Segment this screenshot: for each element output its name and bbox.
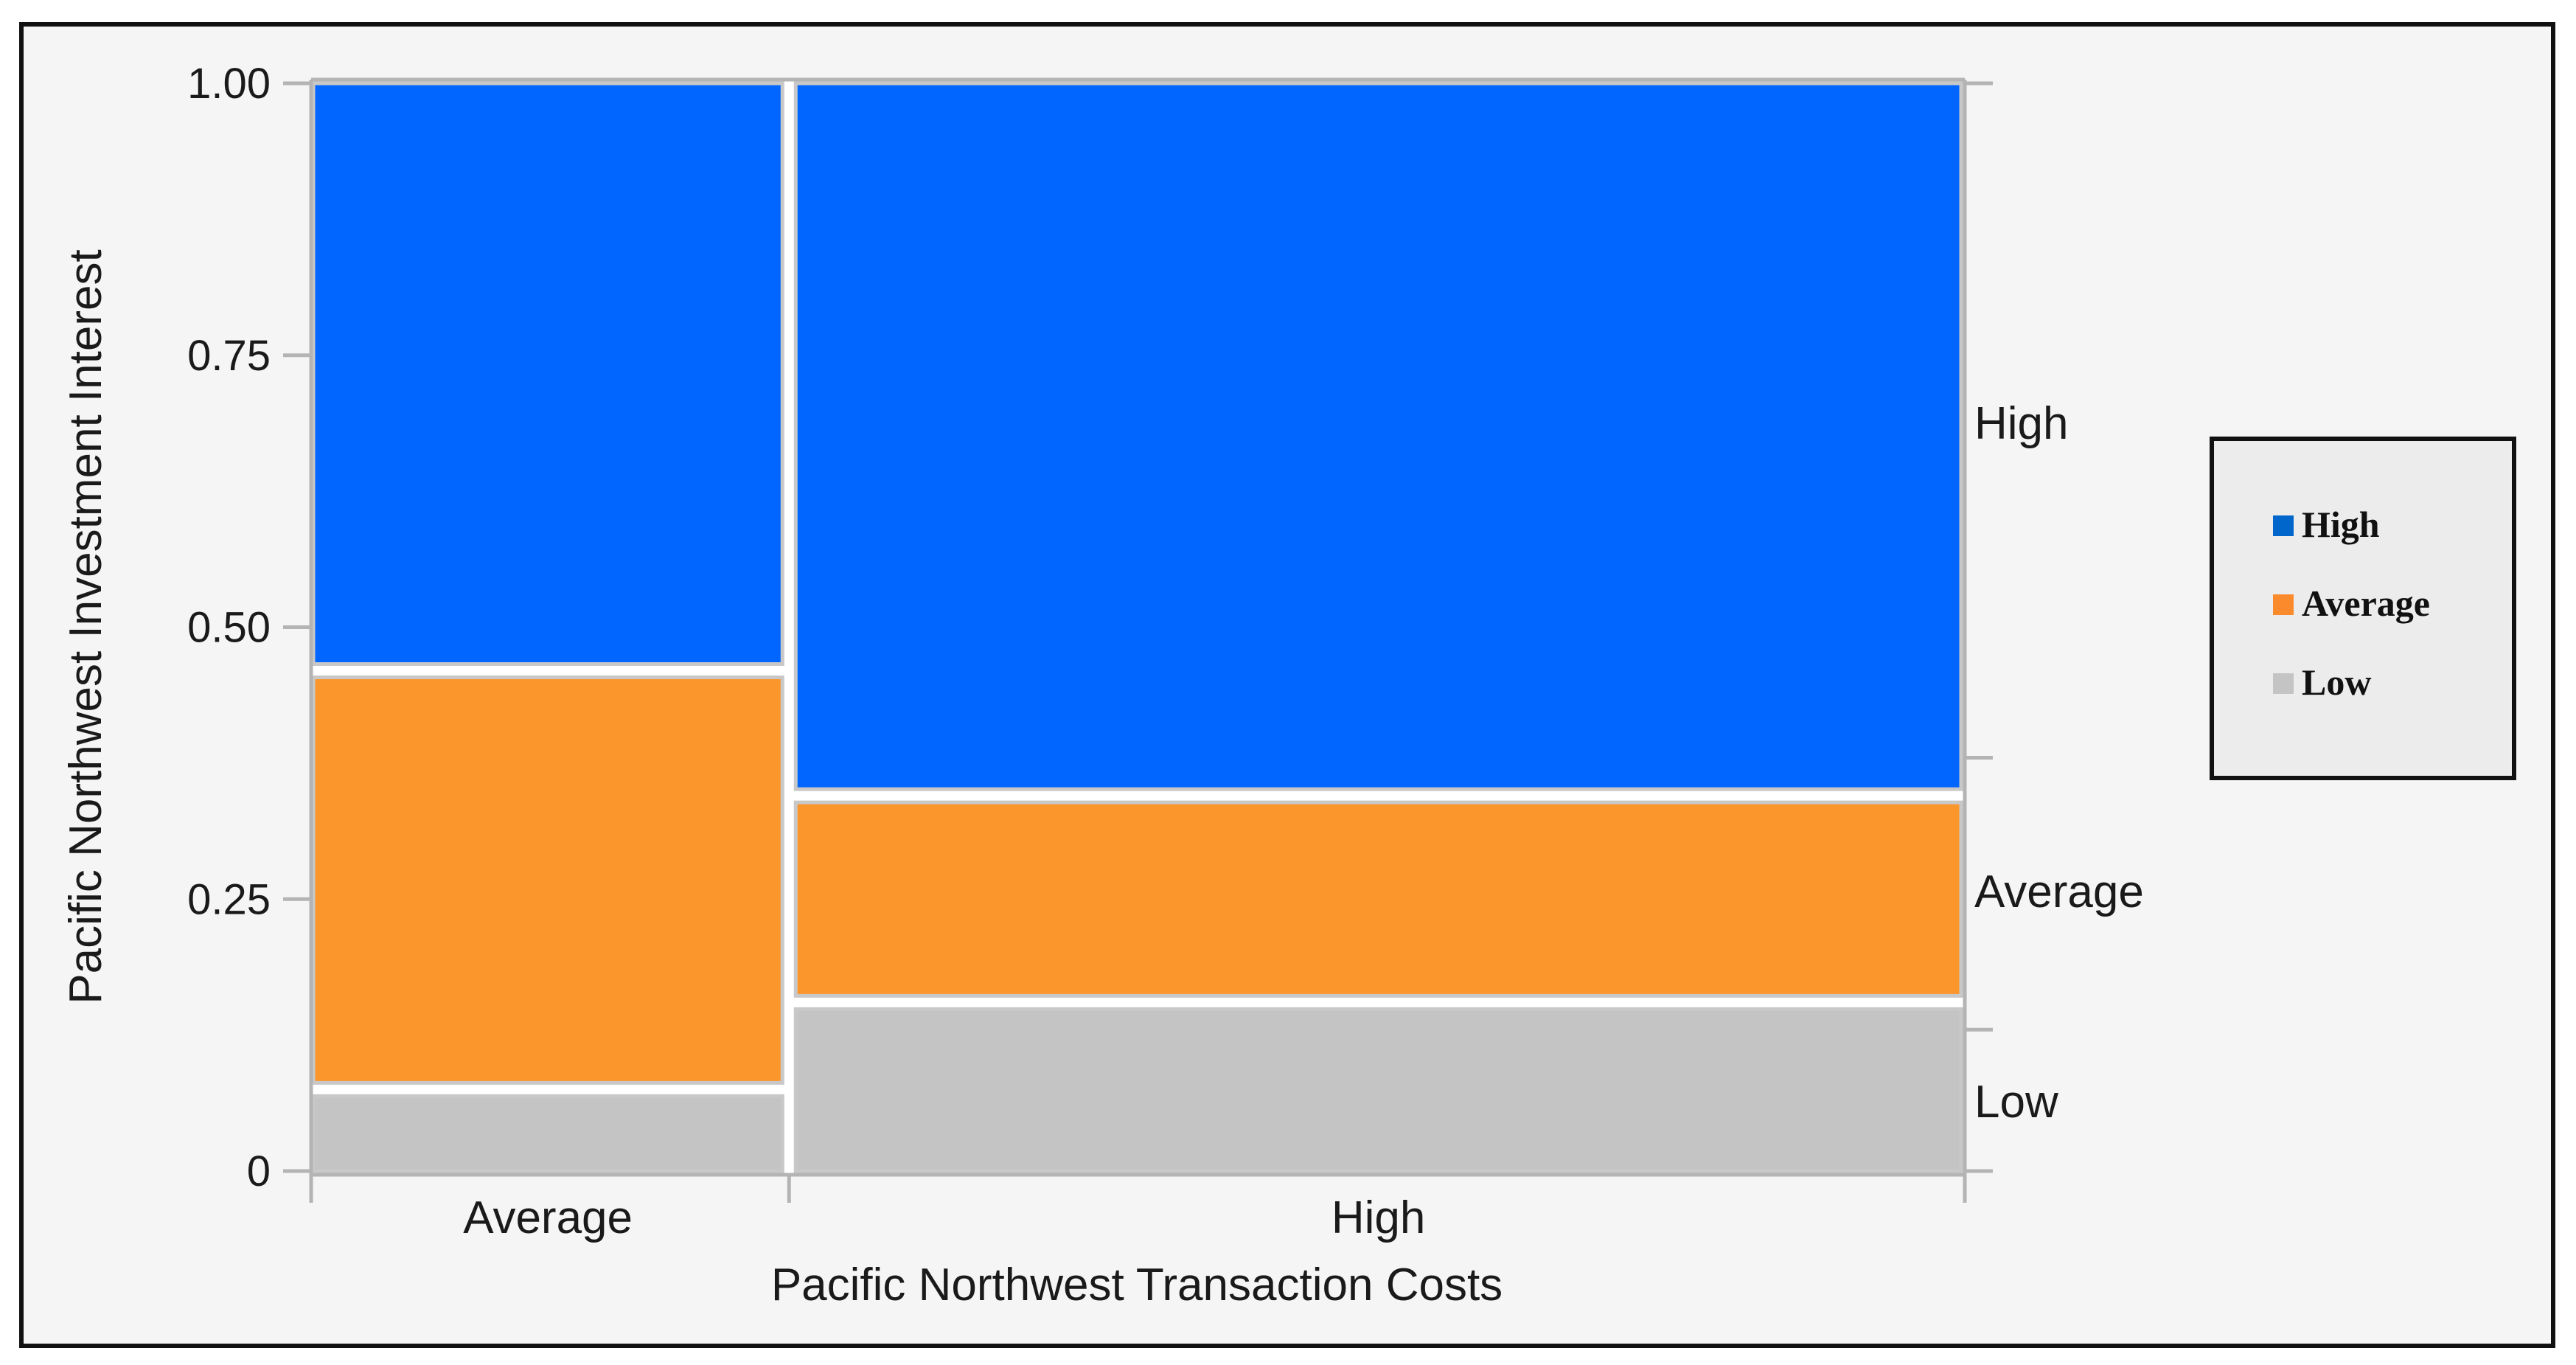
cell-high-average [793,800,1963,998]
x-tick-label: Average [463,1192,633,1243]
x-axis-label: Pacific Northwest Transaction Costs [771,1260,1503,1310]
right-axis-label: Average [1974,866,2144,917]
y-tick-label: 0 [247,1147,271,1195]
y-tick-label: 0.25 [187,875,271,923]
legend-box [2210,437,2516,780]
y-axis: 0 0.25 0.50 0.75 1.00 [187,60,1965,1195]
legend-label-average: Average [2302,583,2430,624]
cell-high-low [793,1007,1963,1173]
right-axis-label: Low [1974,1077,2058,1128]
mosaic-cells [311,81,1963,1173]
x-tick-label: High [1331,1192,1426,1243]
legend-swatch-high [2273,515,2294,536]
legend: High Average Low [2210,437,2516,780]
legend-swatch-average [2273,594,2294,615]
x-axis: Average High [309,1173,1967,1243]
cell-average-average [311,675,784,1085]
cell-average-low [311,1094,784,1173]
legend-label-low: Low [2302,661,2371,703]
right-axis-label: High [1974,398,2069,449]
cell-average-high [311,81,784,666]
y-tick-label: 0.50 [187,604,271,652]
legend-label-high: High [2302,504,2380,545]
cell-high-high [793,81,1963,791]
legend-swatch-low [2273,673,2294,694]
y-tick-label: 0.75 [187,332,271,380]
right-axis: High Average Low [1963,80,2144,1175]
y-tick-label: 1.00 [187,60,271,108]
y-axis-label: Pacific Northwest Investment Interest [60,249,111,1004]
